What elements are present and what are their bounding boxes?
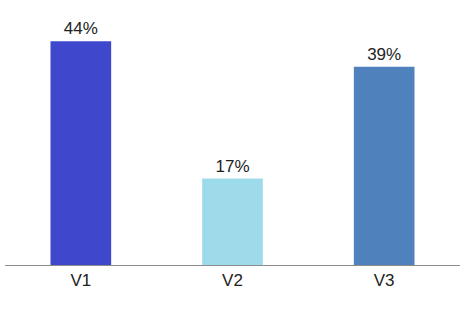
svg-text:V2: V2 xyxy=(222,271,243,290)
svg-text:V3: V3 xyxy=(374,271,395,290)
svg-text:39%: 39% xyxy=(367,45,401,64)
svg-text:V1: V1 xyxy=(70,271,91,290)
svg-text:44%: 44% xyxy=(64,19,98,38)
svg-text:17%: 17% xyxy=(215,157,249,176)
